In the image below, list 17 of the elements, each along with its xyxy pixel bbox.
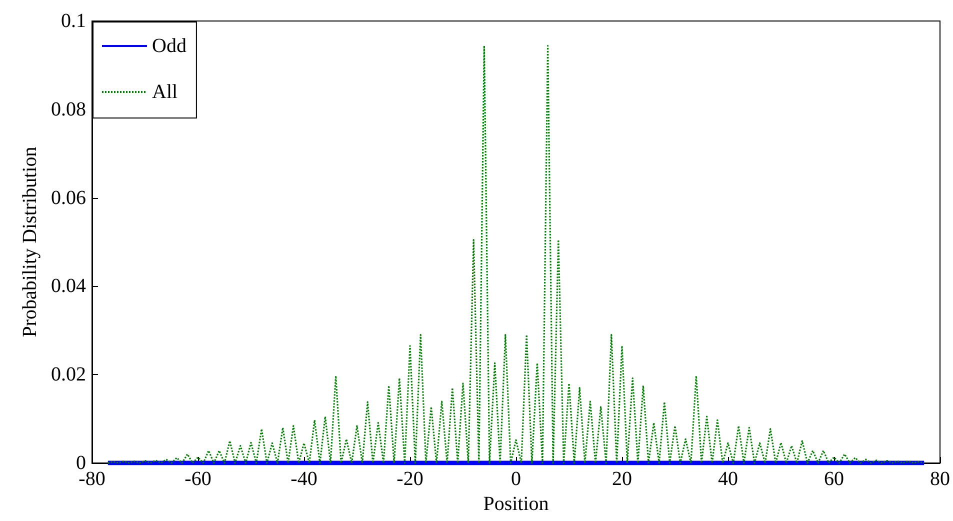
x-tick-label: 80 [930, 468, 950, 490]
y-axis-title: Probability Distribution [19, 146, 42, 338]
y-tick-label: 0.08 [51, 98, 86, 120]
y-tick-label: 0.04 [51, 275, 86, 298]
x-tick-label: 60 [824, 468, 844, 490]
x-tick-label: 40 [718, 468, 738, 490]
x-axis-title: Position [483, 492, 549, 515]
y-tick-label: 0.06 [51, 186, 86, 209]
x-tick-label: -60 [184, 468, 212, 490]
x-tick-label: 0 [511, 468, 521, 490]
x-tick-label: -20 [396, 468, 424, 490]
x-tick-label: -40 [290, 468, 318, 490]
x-tick-label: 20 [612, 468, 632, 490]
y-tick-label: 0.02 [51, 364, 86, 386]
legend-label: All [152, 81, 178, 103]
legend-label: Odd [152, 35, 186, 57]
y-tick-label: 0.1 [61, 10, 86, 32]
